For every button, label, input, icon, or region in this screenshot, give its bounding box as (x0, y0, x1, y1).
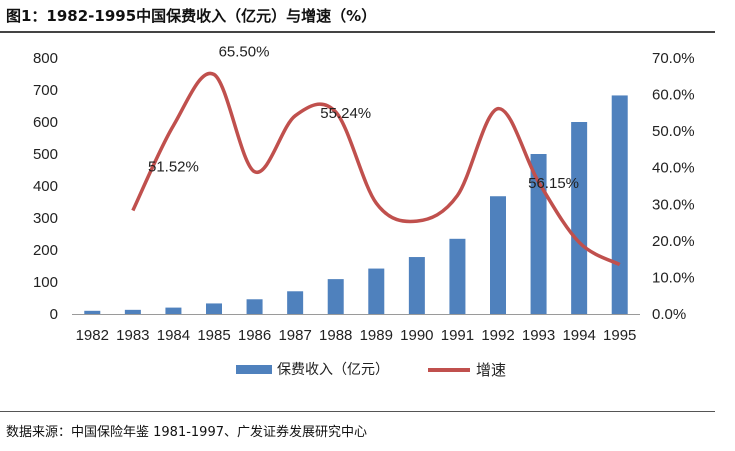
right-axis-tick-label: 10.0% (652, 269, 695, 286)
right-axis-tick-label: 40.0% (652, 160, 695, 177)
left-axis-tick-label: 600 (33, 114, 58, 131)
legend-label: 保费收入（亿元） (277, 362, 389, 378)
bar (287, 291, 304, 314)
x-axis-tick-label: 1987 (278, 327, 311, 344)
left-axis-tick-label: 200 (33, 242, 58, 259)
right-axis-tick-label: 70.0% (652, 50, 695, 67)
x-axis-tick-label: 1992 (481, 327, 514, 344)
data-label: 65.50% (219, 43, 270, 60)
x-axis-tick-label: 1994 (562, 327, 595, 344)
left-axis-ticks: 0 100 200 300 400 500 600 700 800 (33, 50, 58, 323)
bar (530, 154, 547, 314)
source-note: 数据来源：中国保险年鉴 1981-1997、广发证券发展研究中心 (6, 425, 367, 440)
left-axis-tick-label: 700 (33, 82, 58, 99)
annotations: 65.50% 51.52% 55.24% 56.15% (148, 43, 579, 192)
x-axis-tick-label: 1989 (360, 327, 393, 344)
bar (368, 268, 385, 314)
bar (84, 310, 101, 314)
data-label: 55.24% (320, 105, 371, 122)
x-axis-labels: 1982 1983 1984 1985 1986 1987 1988 1989 1990 1991… (72, 314, 640, 344)
bar (327, 279, 344, 314)
x-axis-tick-label: 1984 (157, 327, 190, 344)
x-axis-tick-label: 1990 (400, 327, 433, 344)
x-axis-tick-label: 1995 (603, 327, 636, 344)
x-axis-tick-label: 1988 (319, 327, 352, 344)
data-label: 56.15% (528, 175, 579, 192)
bar (611, 95, 628, 314)
bar (408, 257, 425, 314)
left-axis-tick-label: 800 (33, 50, 58, 67)
footer-divider (0, 411, 715, 412)
data-label: 51.52% (148, 159, 199, 176)
x-axis-tick-label: 1986 (238, 327, 271, 344)
left-axis-tick-label: 100 (33, 274, 58, 291)
right-axis-ticks: 0.0% 10.0% 20.0% 30.0% 40.0% 50.0% 60.0% 70.0% (652, 50, 695, 323)
right-axis-tick-label: 30.0% (652, 196, 695, 213)
bar (165, 307, 182, 314)
x-axis-tick-label: 1985 (197, 327, 230, 344)
bar (449, 238, 466, 314)
title-divider (0, 31, 715, 33)
right-axis-tick-label: 50.0% (652, 123, 695, 140)
legend-label: 增速 (476, 361, 506, 379)
legend: 保费收入（亿元） 增速 (236, 361, 506, 379)
page-title: 图1：1982-1995中国保费收入（亿元）与增速（%） (6, 7, 377, 25)
growth-line (131, 71, 621, 267)
x-axis-tick-label: 1993 (522, 327, 555, 344)
x-axis-tick-label: 1991 (441, 327, 474, 344)
right-axis-tick-label: 60.0% (652, 87, 695, 104)
left-axis-tick-label: 300 (33, 210, 58, 227)
bar (246, 299, 263, 314)
bar (206, 303, 222, 314)
left-axis-tick-label: 500 (33, 146, 58, 163)
x-axis-tick-label: 1983 (116, 327, 149, 344)
bar (490, 196, 506, 314)
legend-swatch-bar (236, 365, 272, 374)
left-axis-tick-label: 400 (33, 178, 58, 195)
right-axis-tick-label: 0.0% (652, 306, 686, 323)
line-series (131, 71, 621, 267)
left-axis-tick-label: 0 (50, 306, 58, 323)
bar-series (84, 95, 628, 314)
chart: 0 100 200 300 400 500 600 700 800 0.0% 10.0% 20.0%… (33, 43, 695, 379)
bar (571, 122, 588, 314)
x-axis-tick-label: 1982 (76, 327, 109, 344)
bar (124, 309, 141, 314)
right-axis-tick-label: 20.0% (652, 233, 695, 250)
